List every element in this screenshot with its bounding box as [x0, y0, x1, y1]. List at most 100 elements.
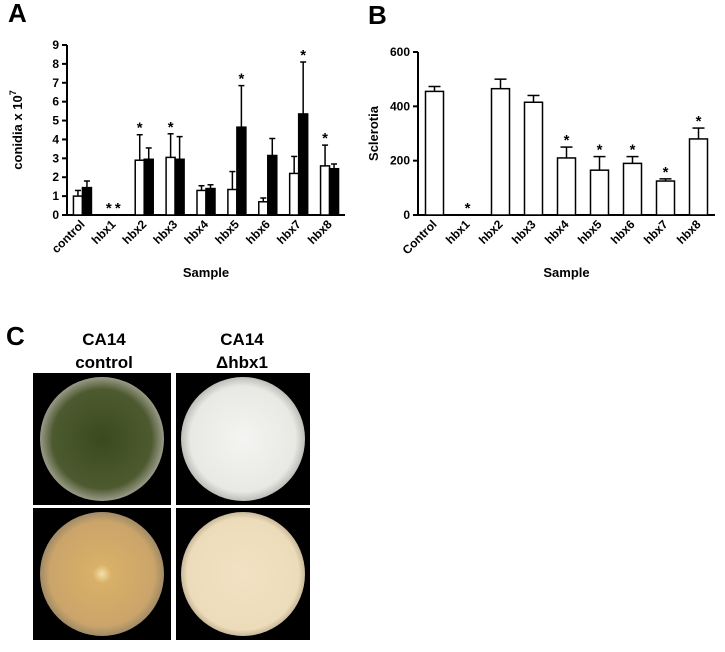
bar	[81, 186, 93, 216]
significance-marker: *	[300, 47, 306, 64]
plate	[181, 377, 305, 501]
x-tick-label: hbx1	[443, 217, 473, 247]
x-tick-label: hbx4	[542, 217, 572, 247]
x-tick-label: hbx1	[89, 217, 119, 247]
significance-marker: *	[115, 200, 121, 217]
bar	[267, 154, 278, 216]
x-tick-label: Control	[400, 217, 440, 257]
significance-marker: *	[322, 130, 328, 147]
error-bar	[291, 155, 298, 174]
x-tick-label: hbx7	[641, 217, 671, 247]
bar	[134, 159, 145, 216]
plate	[40, 512, 164, 636]
x-tick-label: hbx5	[575, 217, 605, 247]
bar	[589, 169, 610, 216]
error-bar	[322, 144, 329, 166]
photo-grid	[33, 373, 310, 640]
bar	[297, 113, 309, 216]
error-bar	[428, 85, 441, 92]
y-tick-label: 3	[52, 151, 59, 165]
bar	[143, 158, 154, 216]
x-tick-label: hbx6	[243, 217, 273, 247]
bar	[523, 101, 544, 216]
significance-marker: *	[630, 142, 636, 159]
y-tick-label: 200	[390, 154, 410, 168]
y-tick-label: 8	[52, 57, 59, 71]
bar	[227, 188, 238, 216]
y-tick-label: 6	[52, 95, 59, 109]
panel-label: C	[6, 321, 25, 351]
error-bar	[74, 189, 81, 197]
y-tick-label: 1	[52, 189, 59, 203]
x-tick-label: hbx8	[674, 217, 704, 247]
bar	[165, 156, 176, 216]
error-bar	[207, 184, 214, 189]
x-tick-label: control	[49, 217, 88, 256]
error-bar	[626, 155, 639, 164]
bar	[490, 87, 511, 216]
y-tick-label: 5	[52, 114, 59, 128]
error-bar	[83, 180, 90, 188]
bar	[196, 189, 207, 216]
significance-marker: *	[106, 200, 112, 217]
error-bar	[198, 184, 205, 191]
y-tick-label: 9	[52, 38, 59, 52]
column-header: Δhbx1	[216, 353, 268, 372]
y-tick-label: 2	[52, 170, 59, 184]
bar	[72, 195, 84, 216]
y-tick-label: 600	[390, 45, 410, 59]
error-bar	[260, 197, 267, 202]
x-tick-label: hbx3	[151, 217, 181, 247]
error-bar	[145, 147, 152, 160]
y-tick-label: 0	[52, 208, 59, 222]
error-bar	[659, 178, 672, 182]
error-bar	[593, 155, 606, 171]
significance-marker: *	[465, 200, 471, 217]
x-tick-label: hbx4	[181, 217, 211, 247]
bar	[622, 162, 643, 216]
error-bar	[238, 84, 245, 128]
x-tick-label: hbx5	[212, 217, 242, 247]
bar	[556, 157, 577, 216]
error-bar	[229, 170, 236, 190]
y-axis-label: Sclerotia	[366, 105, 381, 161]
error-bar	[692, 127, 705, 139]
significance-marker: *	[137, 120, 143, 137]
error-bar	[331, 163, 338, 169]
bar	[205, 187, 216, 216]
bar	[688, 138, 709, 216]
error-bar	[167, 133, 174, 158]
y-tick-label: 7	[52, 76, 59, 90]
y-axis-label-exponent: 7	[8, 90, 18, 95]
column-header: CA14	[220, 330, 264, 349]
y-axis-label-text: conidia x 10	[10, 95, 25, 169]
y-axis-label-text: Sclerotia	[366, 105, 381, 161]
error-bar	[176, 135, 183, 160]
x-tick-label: hbx3	[509, 217, 539, 247]
y-tick-label: 4	[52, 132, 59, 146]
bar	[258, 201, 269, 216]
plate	[181, 512, 305, 636]
error-bar	[136, 133, 143, 161]
x-tick-label: hbx7	[274, 217, 304, 247]
x-tick-label: hbx8	[305, 217, 335, 247]
bar	[174, 158, 185, 216]
y-tick-label: 400	[390, 99, 410, 113]
error-bar	[560, 146, 573, 158]
bar	[288, 172, 300, 216]
significance-marker: *	[168, 119, 174, 136]
bar	[655, 180, 676, 216]
x-tick-label: hbx2	[120, 217, 150, 247]
column-header: CA14	[82, 330, 126, 349]
x-axis-label: Sample	[543, 265, 589, 280]
significance-marker: *	[696, 113, 702, 130]
error-bar	[300, 61, 307, 114]
significance-marker: *	[564, 132, 570, 149]
significance-marker: *	[663, 164, 669, 181]
significance-marker: *	[597, 142, 603, 159]
column-header: control	[75, 353, 133, 372]
bar	[236, 126, 247, 216]
x-tick-label: hbx6	[608, 217, 638, 247]
